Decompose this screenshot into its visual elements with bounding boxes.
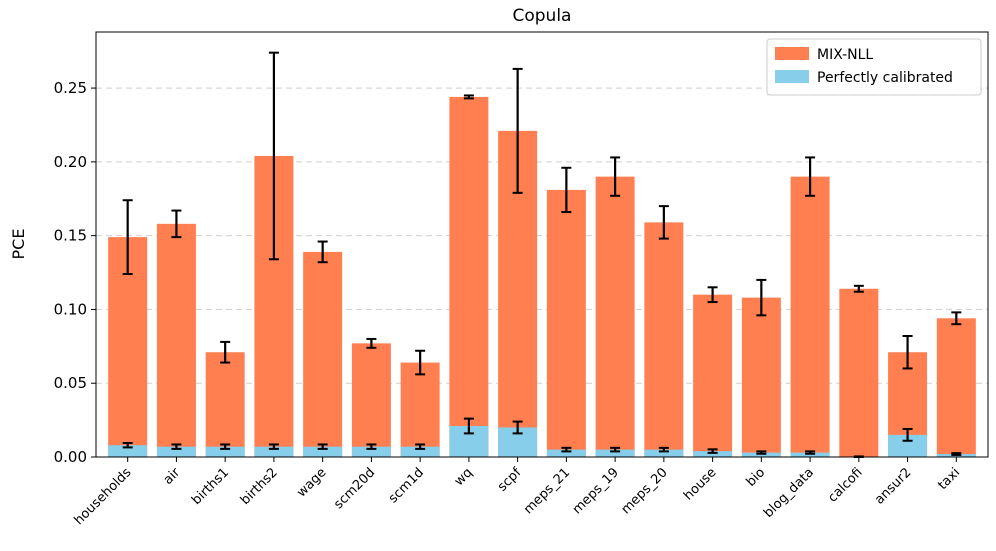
plot-frame: [95, 31, 989, 458]
y-axis-label: PCE: [9, 229, 28, 260]
error-bar-mix-nll-households: [122, 199, 133, 276]
x-tick-label-scpf: scpf: [495, 465, 525, 495]
error-bar-perfectly-calibrated-wq: [463, 417, 474, 435]
error-bar-perfectly-calibrated-scm20d: [366, 443, 377, 450]
bar-mix-nll-meps_21: [546, 189, 586, 458]
x-tick-label-meps_19: meps_19: [570, 465, 622, 517]
chart-title: Copula: [513, 6, 572, 26]
x-tick-label-house: house: [681, 465, 719, 503]
error-bar-mix-nll-wage: [317, 240, 328, 264]
legend-swatch-mix-nll: [775, 47, 809, 60]
legend-box: [766, 38, 982, 96]
x-tick-label-taxi: taxi: [935, 465, 963, 493]
bar-perfectly-calibrated-meps_21: [546, 449, 586, 457]
x-tick-label-bio: bio: [744, 465, 769, 490]
error-bar-mix-nll-births1: [220, 340, 231, 364]
bar-mix-nll-blog_data: [790, 176, 830, 458]
y-tick-label: 0.20: [54, 153, 87, 171]
bar-mix-nll-scm20d: [351, 343, 391, 457]
legend-swatch-perfectly-calibrated: [775, 70, 809, 83]
error-bar-perfectly-calibrated-blog_data: [805, 450, 816, 455]
error-bar-mix-nll-scm20d: [366, 337, 377, 349]
error-bar-perfectly-calibrated-wage: [317, 443, 328, 450]
x-tick-label-wq: wq: [452, 465, 476, 489]
error-bar-mix-nll-births2: [268, 51, 279, 261]
error-bar-perfectly-calibrated-ansur2: [902, 427, 913, 442]
x-tick-label-air: air: [161, 465, 184, 488]
error-bar-mix-nll-meps_20: [658, 205, 669, 240]
error-bar-mix-nll-ansur2: [902, 334, 913, 370]
error-bar-perfectly-calibrated-scm1d: [415, 443, 426, 450]
error-bar-mix-nll-house: [707, 286, 718, 304]
x-tick-label-wage: wage: [294, 465, 329, 500]
x-tick-label-births2: births2: [238, 465, 281, 508]
y-tick-label: 0.25: [54, 79, 87, 97]
bar-mix-nll-air: [156, 223, 196, 457]
x-tick-label-households: households: [72, 465, 135, 528]
bar-mix-nll-house: [693, 294, 733, 457]
error-bar-perfectly-calibrated-scpf: [512, 420, 523, 435]
error-bar-perfectly-calibrated-households: [122, 441, 133, 449]
error-bar-mix-nll-taxi: [951, 311, 962, 326]
bar-perfectly-calibrated-households: [108, 445, 148, 457]
error-bar-perfectly-calibrated-births2: [268, 443, 279, 450]
y-tick-label: 0.15: [54, 227, 87, 245]
bar-perfectly-calibrated-wage: [303, 446, 343, 457]
y-tick-label: 0.00: [54, 448, 87, 466]
y-tick-label: 0.05: [54, 374, 87, 392]
error-bar-mix-nll-meps_19: [610, 156, 621, 197]
bar-perfectly-calibrated-scm20d: [351, 446, 391, 457]
error-bar-mix-nll-calcofi: [853, 284, 864, 293]
x-tick-label-calcofi: calcofi: [825, 465, 865, 505]
x-tick-label-blog_data: blog_data: [761, 465, 817, 521]
error-bar-mix-nll-blog_data: [805, 156, 816, 197]
error-bar-perfectly-calibrated-meps_19: [610, 446, 621, 453]
bar-mix-nll-meps_20: [644, 222, 684, 457]
error-bar-perfectly-calibrated-births1: [220, 443, 231, 450]
error-bar-perfectly-calibrated-taxi: [951, 452, 962, 456]
bar-mix-nll-meps_19: [595, 176, 635, 458]
legend: MIX-NLL Perfectly calibrated: [766, 38, 982, 96]
bar-perfectly-calibrated-air: [156, 446, 196, 457]
error-bar-mix-nll-scpf: [512, 67, 523, 194]
bar-perfectly-calibrated-ansur2: [888, 434, 928, 457]
error-bar-perfectly-calibrated-bio: [756, 450, 767, 455]
error-bar-mix-nll-wq: [463, 94, 474, 100]
bar-perfectly-calibrated-house: [693, 451, 733, 457]
bar-mix-nll-bio: [741, 297, 781, 457]
x-tick-label-births1: births1: [189, 465, 232, 508]
y-tick-label: 0.10: [54, 300, 87, 318]
bar-perfectly-calibrated-births1: [205, 446, 245, 457]
legend-label-perfectly-calibrated: Perfectly calibrated: [817, 70, 953, 86]
bar-perfectly-calibrated-scm1d: [400, 446, 440, 457]
x-tick-label-meps_20: meps_20: [619, 465, 671, 517]
x-tick-label-scm20d: scm20d: [331, 465, 378, 512]
bar-mix-nll-taxi: [936, 318, 976, 457]
error-bar-perfectly-calibrated-meps_21: [561, 446, 572, 453]
error-bar-mix-nll-scm1d: [415, 349, 426, 376]
bar-perfectly-calibrated-bio: [741, 452, 781, 457]
error-bar-mix-nll-meps_21: [561, 166, 572, 214]
bar-perfectly-calibrated-meps_19: [595, 449, 635, 457]
error-bar-perfectly-calibrated-meps_20: [658, 446, 669, 453]
bar-perfectly-calibrated-births2: [254, 446, 294, 457]
x-tick-label-scm1d: scm1d: [386, 465, 427, 506]
legend-label-mix-nll: MIX-NLL: [817, 47, 873, 63]
error-bar-mix-nll-bio: [756, 278, 767, 317]
bar-mix-nll-births1: [205, 352, 245, 457]
x-tick-label-meps_21: meps_21: [521, 465, 573, 517]
bar-mix-nll-wq: [449, 96, 489, 458]
bar-mix-nll-calcofi: [839, 288, 879, 457]
bar-perfectly-calibrated-blog_data: [790, 452, 830, 457]
error-bar-mix-nll-air: [171, 209, 182, 239]
bar-mix-nll-scm1d: [400, 362, 440, 457]
bar-mix-nll-wage: [303, 251, 343, 457]
bar-perfectly-calibrated-meps_20: [644, 449, 684, 457]
error-bar-perfectly-calibrated-air: [171, 443, 182, 450]
error-bar-perfectly-calibrated-house: [707, 448, 718, 454]
x-tick-label-ansur2: ansur2: [872, 465, 914, 507]
